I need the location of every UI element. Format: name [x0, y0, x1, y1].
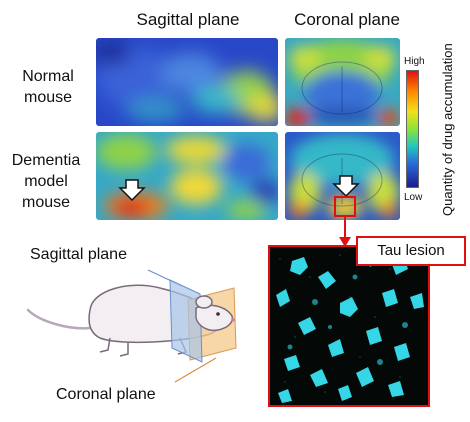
normal-coronal-image: [285, 38, 400, 126]
sagittal-column-title: Sagittal plane: [136, 10, 240, 29]
coronal-plane-label: Coronal plane: [56, 386, 156, 403]
connector-arrow: [339, 215, 351, 247]
coronal-column-title: Coronal plane: [294, 10, 400, 29]
mouse-plane-diagram: [26, 269, 237, 383]
down-arrow-icon: [332, 175, 360, 198]
mouse-nose: [231, 318, 235, 322]
coronal-leader-line: [174, 357, 217, 383]
color-scale-bar: [406, 70, 419, 188]
normal-mouse-label: Normal mouse: [22, 68, 74, 106]
down-arrow-icon: [118, 179, 146, 202]
mouse-head: [195, 304, 234, 332]
sagittal-plane-label: Sagittal plane: [30, 246, 127, 263]
sagittal-plane: [169, 279, 203, 363]
mouse-ear: [195, 295, 213, 309]
legend-axis-label: Quantity of drug accumulation: [440, 43, 455, 217]
legend-low-label: Low: [404, 192, 423, 203]
dementia-model-mouse-label: Dementia model mouse: [11, 152, 81, 211]
normal-sagittal-image: [96, 38, 278, 126]
tau-lesion-image: [268, 245, 430, 407]
mouse-tail: [26, 308, 92, 330]
dementia-sagittal-image: [96, 132, 278, 220]
legend-high-label: High: [404, 56, 425, 67]
mouse-eye: [216, 312, 220, 316]
tau-lesion-label: Tau lesion: [356, 236, 466, 266]
dementia-coronal-image: [285, 132, 400, 220]
